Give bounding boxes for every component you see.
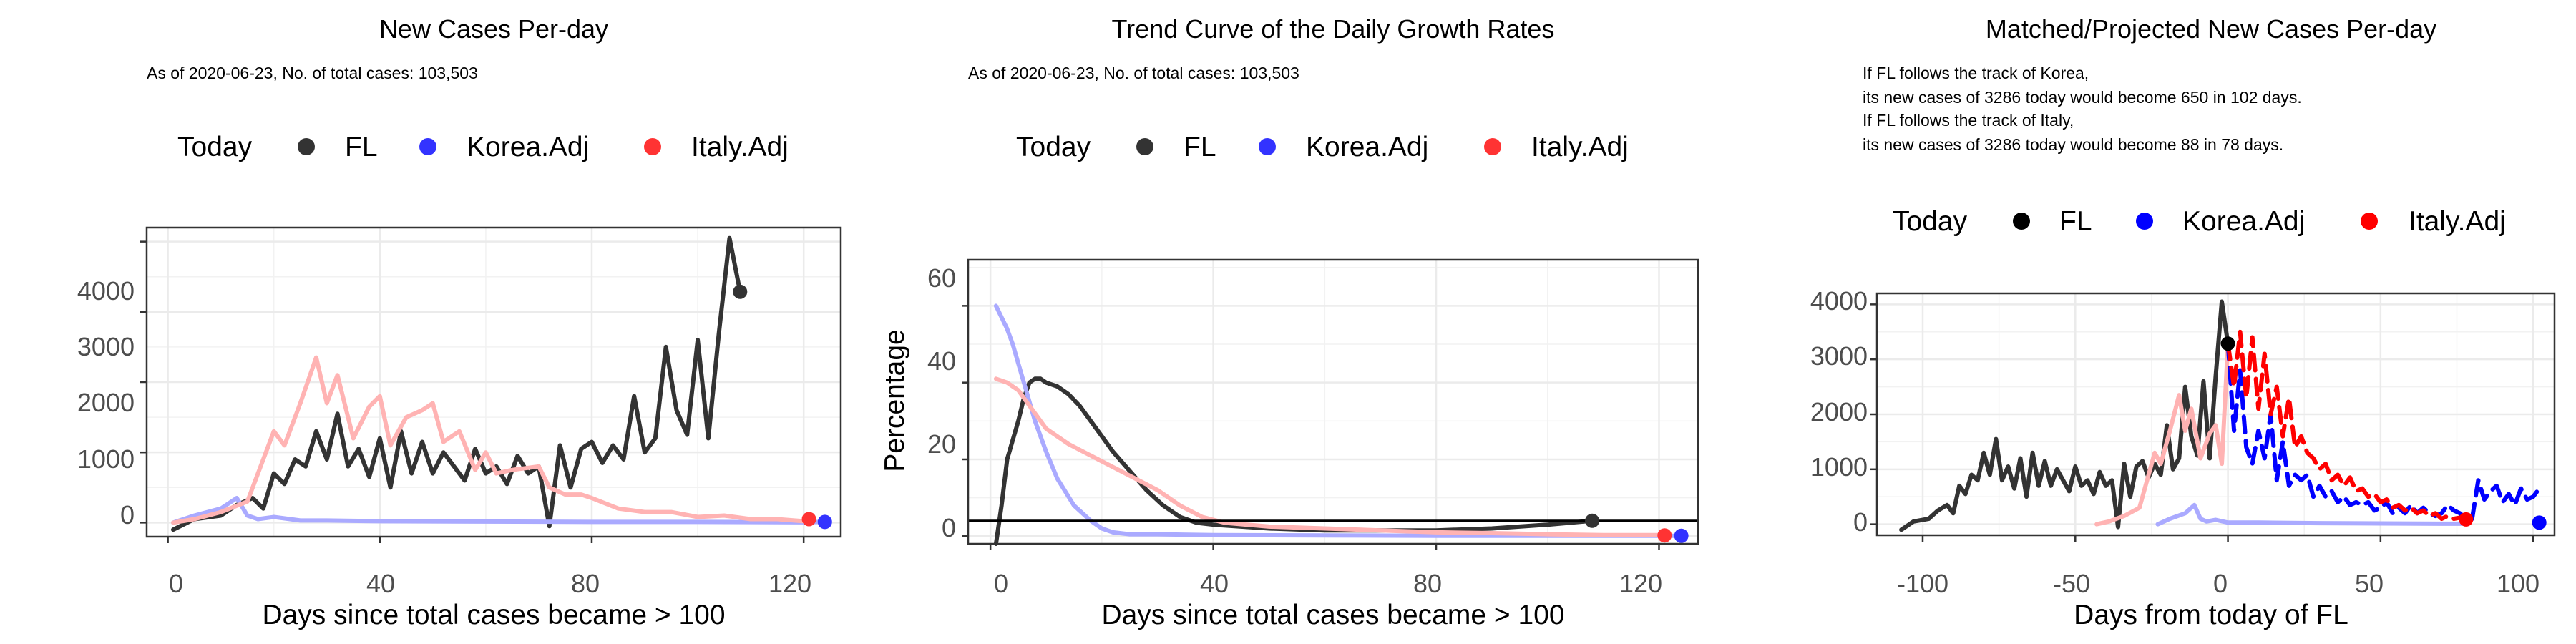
y-tick-label: 0 [1853,507,1868,537]
x-tick-label: 120 [769,569,811,598]
legend-marker-italy [1484,138,1501,155]
legend-label-korea: Korea.Adj [2182,206,2305,237]
y-tick-label: 3000 [77,332,135,361]
today-point-fl [2221,336,2235,351]
legend-label-fl: FL [2059,206,2092,237]
series-line-fl [1901,302,2228,530]
x-tick-label: 100 [2497,569,2540,598]
legend-marker-fl [2013,213,2030,230]
panel-subtitle: As of 2020-06-23, No. of total cases: 10… [147,64,478,82]
series-line-korea-adj [173,498,825,522]
legend: Today FL Korea.Adj Italy.Adj [1016,132,1629,162]
legend-marker-korea [419,138,436,155]
y-axis-ticks: 0 1000 2000 3000 4000 [1810,286,1868,537]
x-axis-label: Days from today of FL [2074,600,2348,630]
legend-title: Today [177,132,253,162]
y-tick-label: 40 [927,346,956,376]
y-axis-ticks: 0 20 40 60 [927,263,956,542]
legend-marker-korea [2136,213,2153,230]
x-axis-ticks: 0 40 80 120 [169,569,811,598]
panel-subtitle-line: its new cases of 3286 today would become… [1863,88,2302,107]
legend-marker-italy [644,138,661,155]
x-tick-label: 80 [1413,569,1442,598]
legend-label-korea: Korea.Adj [1306,132,1428,162]
panel-projected-cases: Matched/Projected New Cases Per-day If F… [1810,14,2555,630]
x-tick-label: 0 [169,569,183,598]
panel-title: Trend Curve of the Daily Growth Rates [1112,14,1555,44]
y-tick-label: 0 [120,500,135,530]
panel-subtitle-line: If FL follows the track of Italy, [1863,111,2074,130]
y-tick-label: 20 [927,429,956,459]
y-tick-label: 2000 [77,388,135,417]
legend-label-fl: FL [1184,132,1216,162]
panel-title: New Cases Per-day [379,14,608,44]
x-tick-label: 0 [2213,569,2228,598]
y-tick-label: 1000 [77,444,135,474]
y-tick-label: 4000 [1810,286,1868,316]
y-tick-label: 3000 [1810,341,1868,371]
legend-title: Today [1016,132,1091,162]
today-point-fl [733,285,747,299]
x-tick-label: 40 [366,569,395,598]
legend-marker-italy [2361,213,2378,230]
x-tick-label: 50 [2355,569,2384,598]
panel-title: Matched/Projected New Cases Per-day [1986,14,2436,44]
x-tick-label: -100 [1897,569,1948,598]
today-point-italy-adj [802,512,816,526]
plot-area [1870,293,2555,542]
x-axis-label: Days since total cases became > 100 [262,600,725,630]
today-point-fl [1585,514,1599,528]
legend-marker-korea [1259,138,1276,155]
y-tick-label: 60 [927,263,956,293]
today-point-italy-adj [1657,528,1672,542]
y-tick-label: 0 [942,513,956,542]
legend-label-italy: Italy.Adj [1531,132,1629,162]
legend-title: Today [1893,206,1968,237]
series-line-fl [996,379,1592,544]
panel-new-cases: New Cases Per-day As of 2020-06-23, No. … [77,14,841,630]
plot-area [962,260,1698,550]
panel-subtitle-line: If FL follows the track of Korea, [1863,64,2089,82]
y-tick-label: 1000 [1810,452,1868,482]
x-tick-label: -50 [2053,569,2090,598]
x-axis-ticks: 0 40 80 120 [994,569,1662,598]
legend-label-italy: Italy.Adj [691,132,789,162]
y-tick-label: 2000 [1810,397,1868,426]
x-axis-ticks: -100 -50 0 50 100 [1897,569,2540,598]
panel-growth-rates: Trend Curve of the Daily Growth Rates As… [879,14,1698,630]
series-line-korea-adj-projected [2228,343,2540,519]
legend: Today FL Korea.Adj Italy.Adj [1893,206,2506,237]
x-tick-label: 40 [1200,569,1229,598]
y-axis-label: Percentage [879,329,910,472]
today-point-korea-adj [1674,529,1689,543]
y-axis-ticks: 0 1000 2000 3000 4000 [77,276,135,530]
today-point-italy-adj [2459,512,2473,527]
today-point-korea-adj [818,514,832,529]
x-axis-label: Days since total cases became > 100 [1101,600,1564,630]
legend-marker-fl [1136,138,1153,155]
series-line-fl [173,238,740,530]
today-point-korea-adj [2532,515,2547,530]
legend-label-fl: FL [345,132,378,162]
legend-label-italy: Italy.Adj [2409,206,2506,237]
panel-subtitle-line: its new cases of 3286 today would become… [1863,135,2283,154]
plot-area [140,228,841,543]
legend-marker-fl [298,138,315,155]
x-tick-label: 0 [994,569,1008,598]
series-line-korea-adj-past [2158,505,2467,525]
x-tick-label: 80 [571,569,600,598]
series-line-italy-adj [996,379,1664,535]
panel-subtitle: As of 2020-06-23, No. of total cases: 10… [968,64,1299,82]
legend-label-korea: Korea.Adj [467,132,589,162]
x-tick-label: 120 [1619,569,1662,598]
legend: Today FL Korea.Adj Italy.Adj [177,132,789,162]
y-tick-label: 4000 [77,276,135,306]
